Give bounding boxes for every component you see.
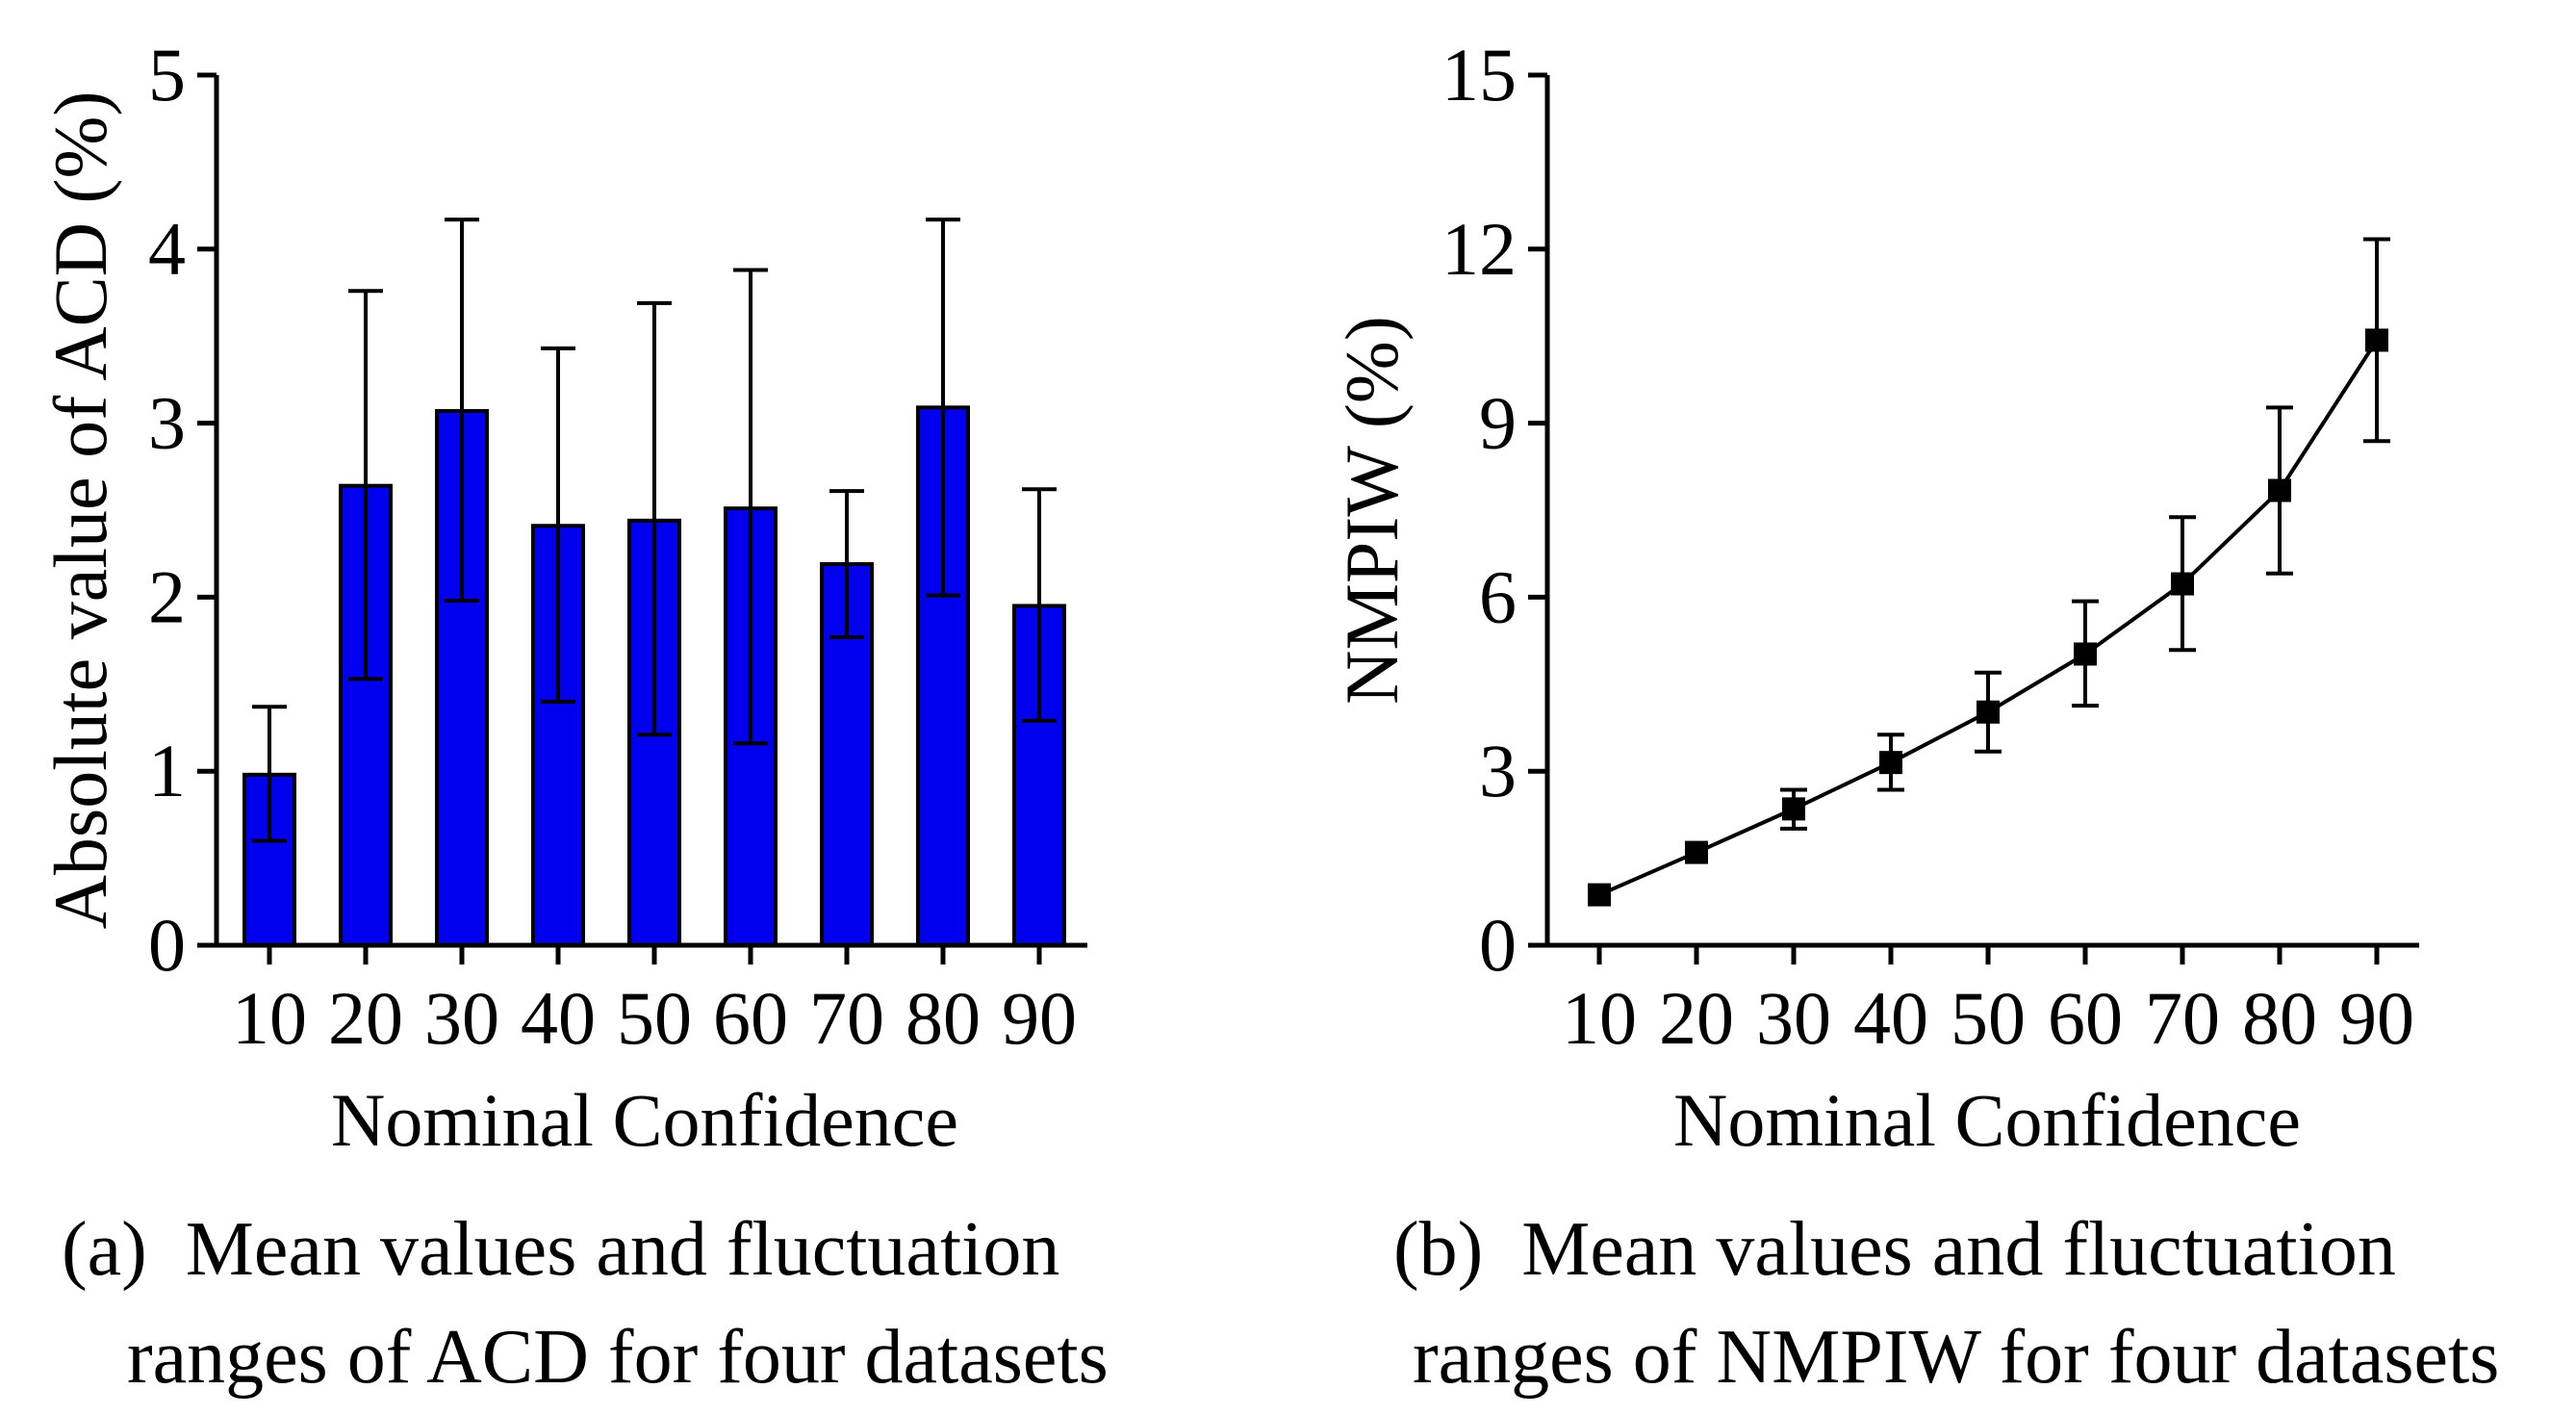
a-x-tick-label: 50 — [617, 976, 692, 1060]
b-caption-line-2: ranges of NMPIW for four datasets — [1413, 1315, 2499, 1400]
a-x-ticks-group: 10 20 30 40 50 60 70 80 90 — [232, 945, 1077, 1060]
a-y-tick-label: 0 — [148, 903, 186, 987]
b-marker-square — [1977, 700, 2000, 724]
a-y-tick-label: 5 — [148, 33, 186, 116]
a-y-tick-label: 2 — [148, 554, 186, 638]
a-caption-line-1: (a) Mean values and fluctuation — [62, 1207, 1059, 1292]
b-x-tick-label: 10 — [1562, 976, 1637, 1060]
b-x-tick-label: 20 — [1659, 976, 1734, 1060]
a-y-tick-label: 4 — [148, 207, 186, 291]
a-x-tick-label: 60 — [713, 976, 788, 1060]
a-caption-line-2: ranges of ACD for four datasets — [127, 1315, 1109, 1400]
a-x-tick-label: 70 — [809, 976, 884, 1060]
b-y-axis-label: NMPIW (%) — [1330, 316, 1414, 705]
a-x-tick-label: 30 — [424, 976, 499, 1060]
a-panel-label: (a) — [62, 1207, 147, 1292]
b-marker-square — [2171, 572, 2194, 596]
b-x-ticks-group: 10 20 30 40 50 60 70 80 90 — [1562, 945, 2414, 1060]
a-error-bars-group — [252, 218, 1057, 843]
a-x-tick-label: 10 — [232, 976, 307, 1060]
a-caption-text-1: Mean values and fluctuation — [186, 1207, 1060, 1292]
b-marker-square — [2074, 642, 2097, 666]
panel-a-acd-bar-chart: 0 1 2 3 4 5 10 20 30 40 50 60 70 80 90 Nominal Confid… — [38, 33, 1109, 1400]
b-y-ticks-group: 0 3 6 9 12 15 — [1441, 33, 1547, 987]
a-x-tick-label: 80 — [905, 976, 981, 1060]
b-error-bars-group — [1780, 237, 2390, 831]
a-x-tick-label: 90 — [1002, 976, 1077, 1060]
b-marker-square — [1782, 797, 1805, 821]
a-x-axis-label: Nominal Confidence — [331, 1078, 958, 1162]
b-y-tick-label: 12 — [1441, 207, 1517, 291]
a-x-tick-label: 20 — [328, 976, 403, 1060]
b-panel-label: (b) — [1393, 1207, 1483, 1292]
b-x-tick-label: 30 — [1756, 976, 1831, 1060]
a-x-tick-label: 40 — [521, 976, 596, 1060]
a-y-tick-label: 1 — [148, 729, 186, 812]
b-marker-square — [2268, 478, 2291, 502]
a-y-tick-label: 3 — [148, 381, 186, 465]
b-y-tick-label: 15 — [1441, 33, 1517, 116]
a-y-ticks-group: 0 1 2 3 4 5 — [148, 33, 217, 987]
b-x-tick-label: 80 — [2242, 976, 2317, 1060]
b-x-tick-label: 40 — [1853, 976, 1928, 1060]
b-marker-square — [2365, 328, 2388, 352]
panel-b-nmpiw-line-chart: 0 3 6 9 12 15 10 20 30 40 50 60 70 80 90 Nominal Conf… — [1330, 33, 2499, 1400]
b-markers-group — [1588, 328, 2388, 907]
b-marker-square — [1588, 883, 1611, 907]
b-y-tick-label: 0 — [1479, 903, 1517, 987]
b-marker-square — [1685, 840, 1708, 864]
b-marker-square — [1879, 751, 1902, 775]
b-caption-line-1: (b) Mean values and fluctuation — [1393, 1207, 2396, 1292]
b-x-axis-label: Nominal Confidence — [1673, 1078, 2301, 1162]
b-x-tick-label: 60 — [2048, 976, 2123, 1060]
b-y-tick-label: 3 — [1479, 729, 1517, 812]
b-y-tick-label: 9 — [1479, 381, 1517, 465]
b-series-line — [1598, 339, 2379, 897]
b-x-tick-label: 70 — [2145, 976, 2220, 1060]
b-caption-text-1: Mean values and fluctuation — [1521, 1207, 2396, 1292]
b-x-tick-label: 90 — [2339, 976, 2414, 1060]
b-x-tick-label: 50 — [1951, 976, 2026, 1060]
a-y-axis-label: Absolute value of ACD (%) — [38, 91, 122, 930]
b-y-tick-label: 6 — [1479, 554, 1517, 638]
a-bar — [531, 524, 585, 947]
